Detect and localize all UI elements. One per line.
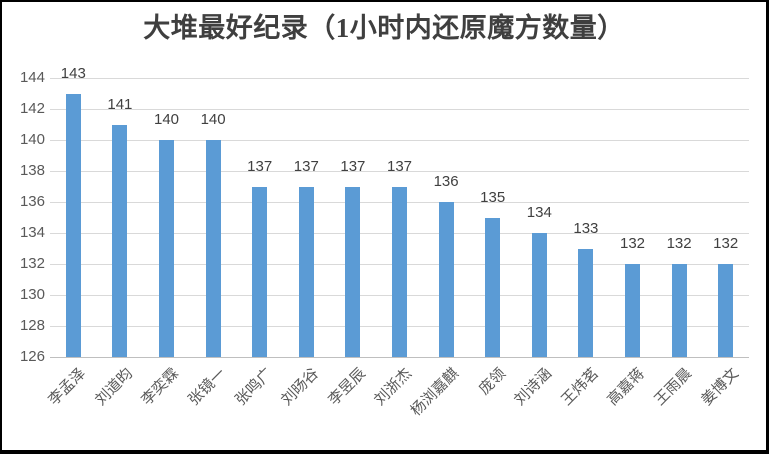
category-label: 张镜一: [185, 365, 230, 409]
category-label: 张鸣广: [231, 365, 276, 409]
category-label: 王雨晨: [651, 365, 696, 409]
bar: [625, 264, 640, 357]
bar: [485, 217, 501, 357]
category-label: 王炜茗: [558, 365, 602, 409]
bar-value-label: 137: [386, 157, 413, 175]
category-label: 李昱辰: [325, 365, 369, 409]
y-tick-label: 138: [19, 162, 45, 179]
gridline: [50, 171, 749, 172]
bar-value-label: 137: [293, 157, 319, 175]
category-label: 李孟泽: [45, 365, 90, 409]
bar: [159, 140, 174, 357]
bar-value-label: 132: [713, 235, 739, 252]
bar-value-label: 132: [619, 235, 646, 252]
bar: [392, 186, 407, 357]
gridline: [50, 109, 749, 110]
gridline: [50, 78, 749, 79]
bar: [438, 202, 454, 357]
category-label: 杨浏嘉麒: [407, 365, 463, 420]
bar-value-label: 140: [200, 111, 226, 128]
bar: [671, 264, 687, 357]
bar-value-label: 141: [107, 95, 133, 113]
y-tick-label: 136: [19, 193, 45, 210]
chart-title: 大堆最好纪录（1小时内还原魔方数量）: [143, 13, 625, 43]
x-axis-line: [50, 357, 749, 358]
gridline: [50, 140, 749, 141]
category-label: 高嘉蒋: [604, 365, 649, 409]
bar: [205, 140, 221, 357]
bar-value-label: 134: [526, 204, 552, 221]
bar: [718, 264, 734, 357]
bar: [65, 93, 81, 357]
category-label: 刘旸谷: [278, 365, 323, 409]
y-tick-label: 140: [19, 131, 45, 148]
y-tick-label: 130: [19, 286, 45, 303]
bar-value-label: 136: [433, 173, 459, 190]
bar-value-label: 143: [60, 64, 86, 82]
bar: [345, 186, 361, 357]
bar: [252, 186, 268, 357]
category-label: 庞领: [475, 365, 509, 399]
bar-value-label: 133: [573, 219, 599, 237]
y-tick-label: 144: [19, 69, 45, 86]
bar: [298, 186, 314, 357]
category-label: 姜博文: [697, 365, 742, 409]
bar: [531, 233, 547, 357]
bar-value-label: 135: [480, 188, 506, 206]
bar-value-label: 137: [247, 157, 273, 175]
category-label: 刘道昀: [92, 365, 136, 409]
y-tick-label: 128: [19, 317, 45, 334]
bar: [112, 124, 128, 357]
y-tick-label: 132: [19, 255, 45, 272]
category-label: 刘诗涵: [511, 365, 556, 409]
bar-value-label: 132: [666, 235, 692, 252]
bar: [578, 248, 594, 357]
category-label: 刘浙杰: [371, 365, 416, 409]
category-label: 李奕霖: [138, 365, 183, 409]
bar-value-label: 137: [340, 157, 366, 175]
y-tick-label: 134: [19, 224, 45, 241]
y-tick-label: 126: [19, 348, 45, 365]
y-tick-label: 142: [19, 100, 45, 117]
bar-value-label: 140: [153, 111, 180, 128]
